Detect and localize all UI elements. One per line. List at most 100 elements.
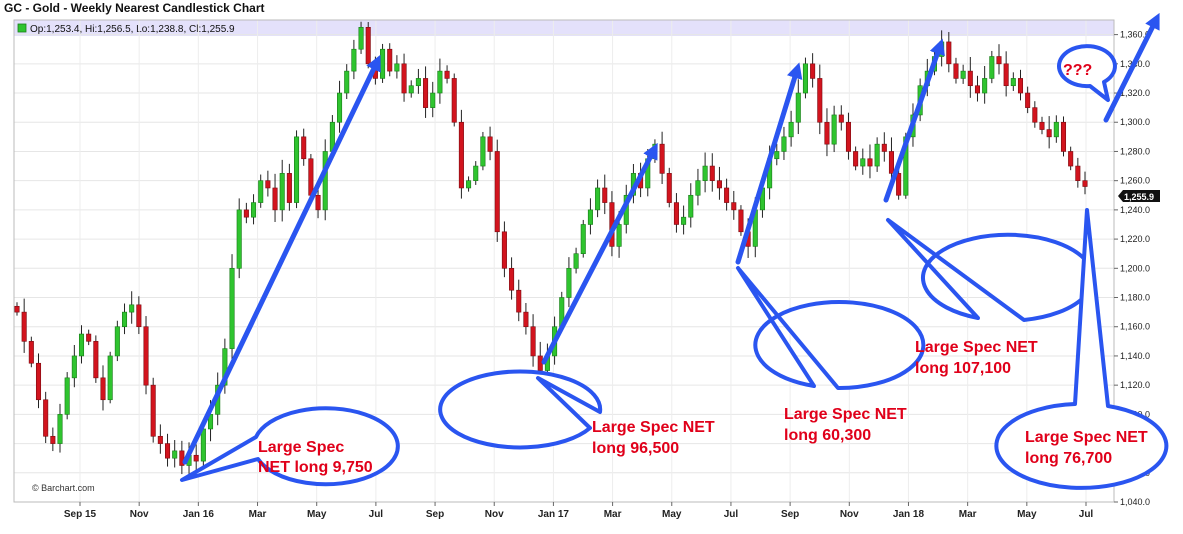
candle-body xyxy=(946,41,952,65)
last-price-marker: 1,255.9 xyxy=(1118,190,1160,202)
candle-body xyxy=(337,92,343,123)
candle-body xyxy=(566,268,572,298)
candle-body xyxy=(501,231,507,269)
bubble-3: Large Spec NET long 60,300 xyxy=(736,266,926,444)
candle-body xyxy=(659,143,665,174)
trend-arrow-5 xyxy=(1103,12,1160,123)
candle-body xyxy=(308,158,314,196)
candle-body xyxy=(838,114,844,123)
candle-body xyxy=(860,158,866,167)
candle-body xyxy=(587,209,593,225)
candle-body xyxy=(509,268,515,291)
candle-body xyxy=(738,209,744,233)
y-tick-label: 1,180.0 xyxy=(1120,293,1150,303)
candle-body xyxy=(28,341,34,364)
candle-body xyxy=(423,78,429,108)
candle-body xyxy=(831,114,837,145)
x-tick-label: Sep 15 xyxy=(64,509,97,520)
trend-arrow-1 xyxy=(182,54,381,465)
candle-body xyxy=(64,377,70,415)
candle-body xyxy=(960,70,966,79)
candle-body xyxy=(315,194,321,211)
candle-body xyxy=(14,305,20,313)
candle-body xyxy=(716,180,722,189)
candle-body xyxy=(702,165,708,181)
candle-body xyxy=(1017,78,1024,94)
candle-body xyxy=(86,333,92,342)
plot-frame xyxy=(13,19,1115,503)
candle-body xyxy=(107,355,113,401)
candle-body xyxy=(473,165,479,181)
candle-body xyxy=(1060,121,1067,152)
candle-body xyxy=(93,341,99,379)
bubble-2-line1: Large Spec NET xyxy=(592,419,715,436)
candle-body xyxy=(845,121,851,152)
y-tick-label: 1,360.0 xyxy=(1120,30,1150,40)
candle-body xyxy=(265,180,271,189)
candle-body xyxy=(688,194,694,218)
candle-body xyxy=(695,180,701,196)
candle-body xyxy=(810,63,816,79)
candle-body xyxy=(795,92,801,123)
candle-body xyxy=(1010,78,1016,87)
candle-body xyxy=(982,78,988,94)
candle-body xyxy=(437,70,443,94)
candle-body xyxy=(415,78,421,87)
candle-body xyxy=(172,450,178,459)
candle-body xyxy=(989,56,995,79)
candle-body xyxy=(301,136,307,160)
candle-body xyxy=(1003,63,1009,87)
candle-body xyxy=(272,187,278,211)
candle-body xyxy=(996,56,1002,65)
candle-body xyxy=(1032,107,1038,123)
trend-arrow-3 xyxy=(735,62,803,265)
candle-body xyxy=(193,454,199,462)
y-tick-label: 1,040.0 xyxy=(1120,497,1150,507)
candle-body xyxy=(387,48,393,72)
ohlc-readout: Op:1,253.4, Hi:1,256.5, Lo:1,238.8, Cl:1… xyxy=(30,24,235,35)
y-tick-label: 1,200.0 xyxy=(1120,263,1150,273)
x-tick-label: Mar xyxy=(604,509,622,520)
candle-body xyxy=(466,180,472,189)
candle-body xyxy=(881,143,887,152)
candle-body xyxy=(1025,92,1031,108)
bubble-1: Large Spec NET long 9,750 xyxy=(180,406,400,487)
candle-body xyxy=(21,311,27,342)
candle-body xyxy=(279,173,285,211)
candle-body xyxy=(1046,129,1052,138)
y-tick-label: 1,320.0 xyxy=(1120,88,1150,98)
x-axis: Sep 15 Nov Jan 16 Mar May Jul Sep Nov Jan 17 Mar M… xyxy=(64,502,1093,520)
x-tick-label: May xyxy=(307,509,327,520)
candle-body xyxy=(143,326,149,386)
trend-arrow-2 xyxy=(541,142,658,365)
candle-body xyxy=(595,187,601,211)
candle-body xyxy=(251,202,257,218)
candle-body xyxy=(666,173,672,203)
y-tick-label: 1,220.0 xyxy=(1120,234,1150,244)
candle-body xyxy=(236,209,242,269)
candle-body xyxy=(530,326,536,357)
candle-body xyxy=(1082,180,1088,187)
candle-body xyxy=(286,173,292,203)
candle-body xyxy=(580,224,586,254)
y-tick-label: 1,140.0 xyxy=(1120,351,1150,361)
candle-body xyxy=(129,304,135,313)
bubble-5-line1: Large Spec NET xyxy=(1025,429,1148,446)
candle-body xyxy=(967,70,973,87)
candle-body xyxy=(458,121,464,189)
candle-body xyxy=(487,136,493,152)
candle-body xyxy=(888,151,894,174)
candle-body xyxy=(150,384,156,437)
candle-body xyxy=(78,333,85,357)
candle-body xyxy=(1053,121,1059,138)
x-tick-label: Nov xyxy=(485,509,504,520)
candle-body xyxy=(43,399,49,437)
candle-body xyxy=(430,92,436,108)
candle-body xyxy=(229,268,235,349)
x-tick-label: Sep xyxy=(426,509,444,520)
bubble-5: Large Spec NET long 76,700 xyxy=(994,208,1169,490)
candle-body xyxy=(71,355,77,379)
candle-body xyxy=(157,435,163,444)
candle-body xyxy=(781,136,787,152)
candle-body xyxy=(401,63,407,94)
